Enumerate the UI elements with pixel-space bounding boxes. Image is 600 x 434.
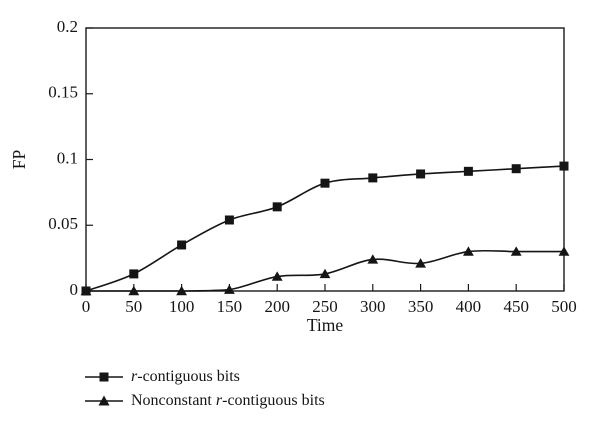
triangle-data-marker	[176, 285, 187, 296]
square-data-marker	[320, 178, 330, 188]
y-tick-label: 0	[70, 280, 79, 299]
chart-plot: 0 50 100 150 200 250 300 350 400 450 500 0 0.05 0.1 0.…	[9, 17, 577, 335]
square-data-marker	[511, 164, 521, 174]
square-data-marker	[463, 166, 473, 176]
square-data-marker	[224, 215, 234, 225]
y-tick-label: 0.2	[57, 17, 78, 36]
square-data-marker	[129, 269, 139, 279]
legend-label-nonconstant: Nonconstant r-contiguous bits	[131, 392, 325, 409]
square-data-marker	[416, 169, 426, 179]
x-tick-label: 0	[82, 297, 91, 316]
x-tick-label: 200	[264, 297, 290, 316]
triangle-data-marker	[271, 271, 283, 281]
triangle-data-marker	[319, 268, 331, 279]
square-data-marker	[559, 161, 569, 171]
square-data-marker	[368, 173, 378, 183]
x-tick-label: 100	[169, 297, 195, 316]
legend-item-nonconstant: Nonconstant r-contiguous bits	[85, 389, 325, 412]
x-tick-label: 350	[408, 297, 434, 316]
y-axis-title: FP	[9, 150, 29, 170]
x-tick-label: 150	[217, 297, 243, 316]
triangle-data-marker	[367, 254, 379, 264]
triangle-data-marker	[415, 258, 426, 268]
x-tick-label: 50	[125, 297, 142, 316]
x-tick-label: 400	[456, 297, 482, 316]
y-tick-label: 0.1	[57, 148, 78, 167]
triangle-data-marker	[128, 285, 140, 296]
square-data-marker	[177, 240, 187, 250]
triangle-series-marker-icon	[85, 395, 123, 405]
legend-label-r-contiguous: r-contiguous bits	[131, 368, 240, 385]
triangle-data-marker	[463, 246, 474, 256]
x-tick-label: 500	[551, 297, 577, 316]
square-data-marker	[272, 202, 282, 212]
x-tick-label: 300	[360, 297, 386, 316]
triangle-data-marker	[558, 246, 570, 256]
triangle-data-marker	[510, 246, 522, 256]
triangle-data-marker	[224, 284, 235, 294]
y-tick-label: 0.15	[48, 83, 78, 102]
x-axis-title: Time	[307, 315, 344, 335]
square-series-marker-icon	[85, 372, 123, 381]
x-tick-label: 250	[312, 297, 338, 316]
legend: r-contiguous bits Nonconstant r-contiguo…	[85, 365, 325, 412]
y-tick-label: 0.05	[48, 214, 78, 233]
triangle-data-marker	[80, 285, 92, 296]
legend-item-r-contiguous: r-contiguous bits	[85, 365, 325, 388]
x-tick-label: 450	[503, 297, 529, 316]
